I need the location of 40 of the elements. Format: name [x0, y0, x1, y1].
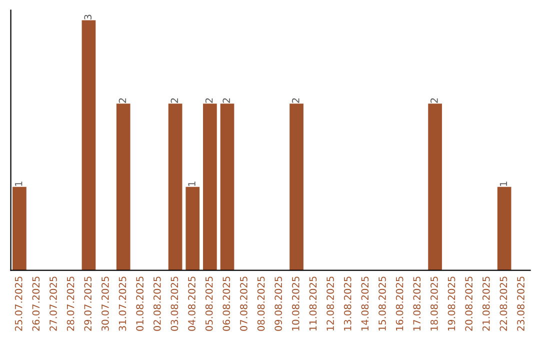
x-tick-label: 10.08.2025 — [292, 276, 300, 330]
x-tick-label: 09.08.2025 — [274, 276, 282, 331]
x-tick-label: 22.08.2025 — [500, 276, 508, 331]
x-tick-label: 21.08.2025 — [482, 276, 490, 331]
x-tick-label: 04.08.2025 — [188, 276, 196, 331]
x-tick-label: 23.08.2025 — [517, 276, 524, 331]
x-tick-label: 17.08.2025 — [413, 276, 421, 330]
x-tick-label: 28.07.2025 — [66, 276, 74, 331]
x-tick-label: 30.07.2025 — [102, 276, 109, 331]
x-tick-label: 02.08.2025 — [153, 276, 161, 331]
x-tick-label: 26.07.2025 — [32, 276, 40, 331]
data-label: 1 — [15, 182, 22, 186]
x-tick-label: 03.08.2025 — [170, 276, 178, 331]
x-tick-label: 06.08.2025 — [222, 276, 230, 331]
x-tick-label: 12.08.2025 — [326, 276, 334, 330]
x-tick-label: 27.07.2025 — [50, 276, 57, 331]
data-label: 1 — [188, 182, 196, 186]
x-tick-label: 05.08.2025 — [205, 276, 213, 331]
x-tick-label: 07.08.2025 — [240, 276, 248, 331]
data-label: 2 — [205, 98, 213, 103]
data-label: 2 — [430, 98, 438, 103]
data-label: 2 — [170, 98, 178, 103]
x-tick-label: 20.08.2025 — [465, 276, 472, 331]
x-tick-label: 15.08.2025 — [378, 276, 386, 330]
x-tick-label: 01.08.2025 — [136, 276, 144, 331]
data-label: 2 — [292, 98, 300, 103]
x-tick-label: 14.08.2025 — [361, 276, 369, 330]
x-tick-label: 25.07.2025 — [14, 276, 22, 331]
x-tick-label: 08.08.2025 — [257, 276, 265, 331]
x-tick-label: 29.07.2025 — [84, 276, 92, 331]
data-label: 2 — [222, 98, 230, 103]
x-tick-label: 11.08.2025 — [309, 276, 317, 330]
data-label: 3 — [84, 14, 92, 20]
x-tick-label: 18.08.2025 — [430, 276, 438, 330]
x-tick-label: 19.08.2025 — [448, 276, 456, 330]
x-tick-label: 13.08.2025 — [344, 276, 352, 330]
x-tick-label: 31.07.2025 — [118, 276, 126, 331]
data-label: 1 — [500, 182, 507, 186]
x-tick-label: 16.08.2025 — [396, 276, 404, 330]
data-label: 2 — [118, 98, 126, 103]
